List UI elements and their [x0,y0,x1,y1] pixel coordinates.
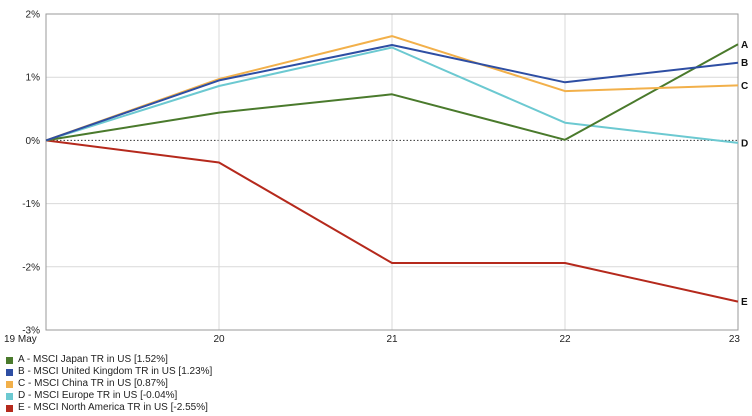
series-line-e [45,139,739,303]
legend-item-c: C - MSCI China TR in US [0.87%] [6,378,406,390]
legend-label: B - MSCI United Kingdom TR in US [1.23%] [18,366,213,377]
series-line-a [45,43,739,142]
legend-label: C - MSCI China TR in US [0.87%] [18,378,168,389]
plot-frame [45,13,739,331]
x-tick-label: 21 [386,334,398,345]
legend-swatch [6,404,13,412]
series-end-label-d: D [741,138,748,149]
y-tick-label: 2% [26,10,41,21]
legend-swatch [6,368,13,376]
legend-item-b: B - MSCI United Kingdom TR in US [1.23%] [6,366,406,378]
x-tick-label: 20 [213,334,225,345]
series-line-b [45,44,739,142]
y-tick-label: -1% [22,199,40,210]
legend-label: D - MSCI Europe TR in US [-0.04%] [18,390,178,401]
series-end-label-a: A [741,40,748,51]
y-tick-label: 1% [26,73,41,84]
legend-swatch [6,380,13,388]
series-end-label-e: E [741,297,748,308]
legend-swatch [6,392,13,400]
y-tick-label: -3% [22,326,40,337]
legend-item-e: E - MSCI North America TR in US [-2.55%] [6,402,406,414]
y-tick-label: 0% [26,136,41,147]
legend: A - MSCI Japan TR in US [1.52%] B - MSCI … [6,354,406,414]
x-tick-label: 19 May [4,334,37,345]
legend-item-d: D - MSCI Europe TR in US [-0.04%] [6,390,406,402]
x-tick-label: 23 [729,334,741,345]
series-end-label-b: B [741,58,748,69]
series-line-d [45,46,739,144]
line-chart: 2% 1% 0% -1% -2% -3%19 May 20 21 22 23 AB C D E [4,10,748,346]
legend-swatch [6,356,13,364]
legend-item-a: A - MSCI Japan TR in US [1.52%] [6,354,406,366]
y-tick-label: -2% [22,262,40,273]
series-end-label-c: C [741,81,748,92]
legend-label: E - MSCI North America TR in US [-2.55%] [18,402,208,413]
chart-area: 2% 1% 0% -1% -2% -3% 19 May 20 21 22 23 A B C D E [4,10,748,346]
x-tick-label: 22 [559,334,571,345]
legend-label: A - MSCI Japan TR in US [1.52%] [18,354,168,365]
